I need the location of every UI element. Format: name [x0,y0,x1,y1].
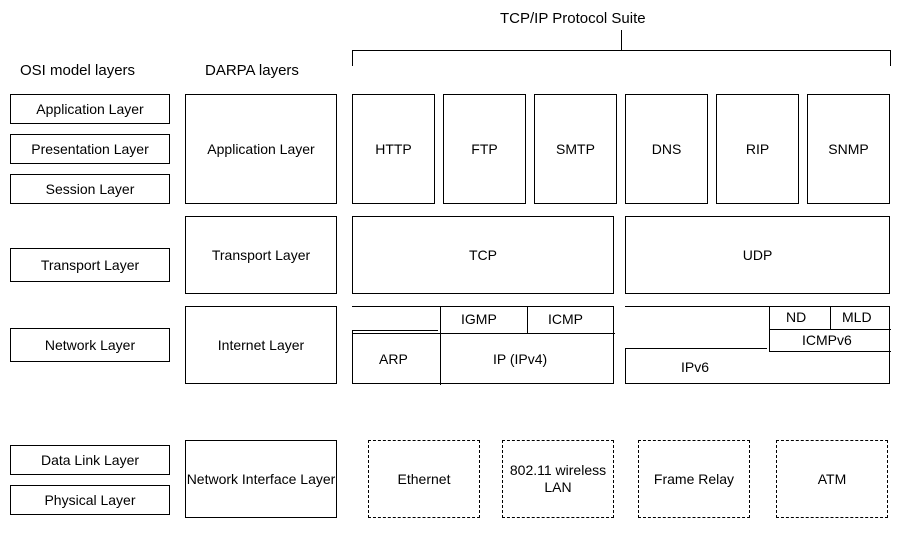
darpa-application: Application Layer [185,94,337,204]
proto-wlan-label: 802.11 wireless LAN [503,462,613,496]
proto-ethernet: Ethernet [368,440,480,518]
osi-datalink-label: Data Link Layer [41,452,139,469]
proto-smtp-label: SMTP [556,141,595,158]
proto-ipv4-label: IP (IPv4) [493,351,547,368]
proto-tcp: TCP [352,216,614,294]
darpa-heading: DARPA layers [205,62,299,79]
proto-udp: UDP [625,216,890,294]
proto-rip-label: RIP [746,141,769,158]
osi-network-label: Network Layer [45,337,135,354]
proto-ethernet-label: Ethernet [398,471,451,488]
proto-mld-label: MLD [842,309,872,326]
proto-frame-relay: Frame Relay [638,440,750,518]
osi-transport-label: Transport Layer [41,257,139,274]
ipv6-div-h2 [769,351,891,352]
bracket-right-tab [890,50,891,66]
proto-dns: DNS [625,94,708,204]
ipv4-div-v2 [527,307,528,333]
osi-application-label: Application Layer [36,101,143,118]
bracket-horizontal [352,50,890,51]
proto-icmp-label: ICMP [548,311,583,328]
ipv6-open-mask [625,306,767,349]
proto-rip: RIP [716,94,799,204]
ipv4-open-mask [352,306,438,331]
ipv6-div-v3 [769,329,770,351]
proto-frame-relay-label: Frame Relay [654,471,734,488]
proto-ipv6-label: IPv6 [681,359,709,376]
darpa-internet: Internet Layer [185,306,337,384]
proto-ftp: FTP [443,94,526,204]
proto-http-label: HTTP [375,141,412,158]
osi-application: Application Layer [10,94,170,124]
proto-dns-label: DNS [652,141,682,158]
suite-title: TCP/IP Protocol Suite [500,10,646,27]
proto-smtp: SMTP [534,94,617,204]
ipv6-div-h1 [769,329,891,330]
osi-datalink: Data Link Layer [10,445,170,475]
darpa-transport-label: Transport Layer [212,247,310,264]
proto-snmp-label: SNMP [828,141,868,158]
bracket-left-tab [352,50,353,66]
darpa-transport: Transport Layer [185,216,337,294]
darpa-application-label: Application Layer [207,141,314,158]
osi-physical: Physical Layer [10,485,170,515]
diagram-canvas: TCP/IP Protocol Suite OSI model layers D… [0,0,900,544]
proto-udp-label: UDP [743,247,773,264]
darpa-internet-label: Internet Layer [218,337,304,354]
osi-session: Session Layer [10,174,170,204]
proto-wlan: 802.11 wireless LAN [502,440,614,518]
osi-physical-label: Physical Layer [44,492,135,509]
ipv6-div-v2 [830,307,831,329]
proto-ftp-label: FTP [471,141,497,158]
darpa-network-interface: Network Interface Layer [185,440,337,518]
osi-transport: Transport Layer [10,248,170,282]
osi-presentation: Presentation Layer [10,134,170,164]
proto-tcp-label: TCP [469,247,497,264]
osi-presentation-label: Presentation Layer [31,141,149,158]
proto-atm-label: ATM [818,471,847,488]
osi-session-label: Session Layer [46,181,135,198]
bracket-stem [621,30,622,50]
ipv4-div-v3 [440,333,441,385]
proto-http: HTTP [352,94,435,204]
proto-arp-label: ARP [379,351,408,368]
osi-heading: OSI model layers [20,62,135,79]
darpa-network-interface-label: Network Interface Layer [187,471,336,488]
ipv6-div-v1 [769,307,770,329]
osi-network: Network Layer [10,328,170,362]
proto-igmp-label: IGMP [461,311,497,328]
proto-snmp: SNMP [807,94,890,204]
ipv4-div-v1 [440,307,441,333]
ipv4-div-h1 [353,333,615,334]
proto-icmpv6-label: ICMPv6 [802,332,852,349]
proto-atm: ATM [776,440,888,518]
proto-nd-label: ND [786,309,806,326]
